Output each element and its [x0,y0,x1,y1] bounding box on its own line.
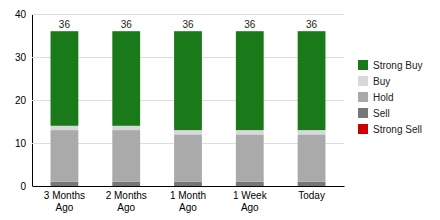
x-tick-label: 2 MonthsAgo [106,190,147,213]
x-tick-label-line: 1 Month [170,190,206,201]
legend-swatch [358,60,368,70]
legend: Strong Buy Buy Hold Sell Strong Sell [358,60,422,135]
legend-item: Strong Sell [358,124,422,135]
x-tick: 1 MonthAgo [170,190,206,213]
bar-segment [236,130,264,134]
legend-swatch [358,108,368,118]
total-label: 36 [244,19,256,30]
plot: 0102030403 MonthsAgo2 MonthsAgo1 MonthAg… [15,9,345,213]
bar-segment [174,182,202,186]
y-axis: 0 10 20 30 40 [15,9,344,192]
bar-segment [298,134,326,181]
x-tick-label-line: Today [298,190,325,201]
chart: 0102030403 MonthsAgo2 MonthsAgo1 MonthAg… [0,0,440,220]
x-tick-label: 3 MonthsAgo [44,190,85,213]
x-tick-label-line: Ago [117,202,135,213]
y-tick-label: 0 [20,181,26,192]
bar-segment [174,31,202,130]
x-axis: 3 MonthsAgo2 MonthsAgo1 MonthAgo1 WeekAg… [33,187,345,213]
y-tick-label: 20 [15,95,27,106]
x-tick: 3 MonthsAgo [44,190,85,213]
legend-item: Strong Buy [358,60,422,71]
y-tick-label: 40 [15,9,27,20]
legend-item: Hold [358,92,394,103]
x-tick-label: 1 WeekAgo [233,190,268,213]
legend-swatch [358,124,368,134]
legend-swatch [358,76,368,86]
legend-label: Sell [373,108,390,119]
total-labels: 36 36 36 36 36 [59,19,318,30]
x-tick-label-line: 2 Months [106,190,147,201]
y-tick: 40 [15,9,344,20]
bar-segment [236,134,264,181]
bar-segment [236,31,264,130]
x-tick-label-line: Ago [56,202,74,213]
series [51,31,326,130]
bar-segment [51,31,79,126]
bar-segment [51,182,79,186]
grid-line [32,186,344,187]
total-label: 36 [306,19,318,30]
bar-segment [51,130,79,182]
bar-segment [298,31,326,130]
x-tick: 1 WeekAgo [233,190,268,213]
legend-label: Buy [373,76,390,87]
legend-label: Hold [373,92,394,103]
total-label: 36 [59,19,71,30]
bar-segment [51,126,79,130]
bar-segment [174,134,202,181]
y-tick-label: 30 [15,52,27,63]
bars [51,31,326,186]
bar-segment [298,130,326,134]
x-tick-label-line: 1 Week [233,190,268,201]
total-label: 36 [182,19,194,30]
x-tick-label-line: 3 Months [44,190,85,201]
x-tick-label: 1 MonthAgo [170,190,206,213]
series [51,130,326,182]
bar-segment [298,182,326,186]
bar-segment [174,130,202,134]
bar-segment [112,31,140,126]
x-axis-line [33,186,345,187]
legend-item: Sell [358,108,390,119]
bar-segment [112,182,140,186]
x-tick: Today [298,190,325,201]
bar-segment [112,130,140,182]
total-label: 36 [121,19,133,30]
legend-item: Buy [358,76,390,87]
series [51,182,326,186]
bar-segment [236,182,264,186]
grid-line [32,14,344,15]
legend-label: Strong Sell [373,124,422,135]
y-tick-label: 10 [15,138,27,149]
legend-swatch [358,92,368,102]
legend-label: Strong Buy [373,60,422,71]
x-tick: 2 MonthsAgo [106,190,147,213]
x-tick-label-line: Ago [241,202,259,213]
x-tick-label-line: Ago [179,202,197,213]
bar-segment [112,126,140,130]
chart-container: 0102030403 MonthsAgo2 MonthsAgo1 MonthAg… [0,0,440,220]
x-tick-label: Today [298,190,325,201]
